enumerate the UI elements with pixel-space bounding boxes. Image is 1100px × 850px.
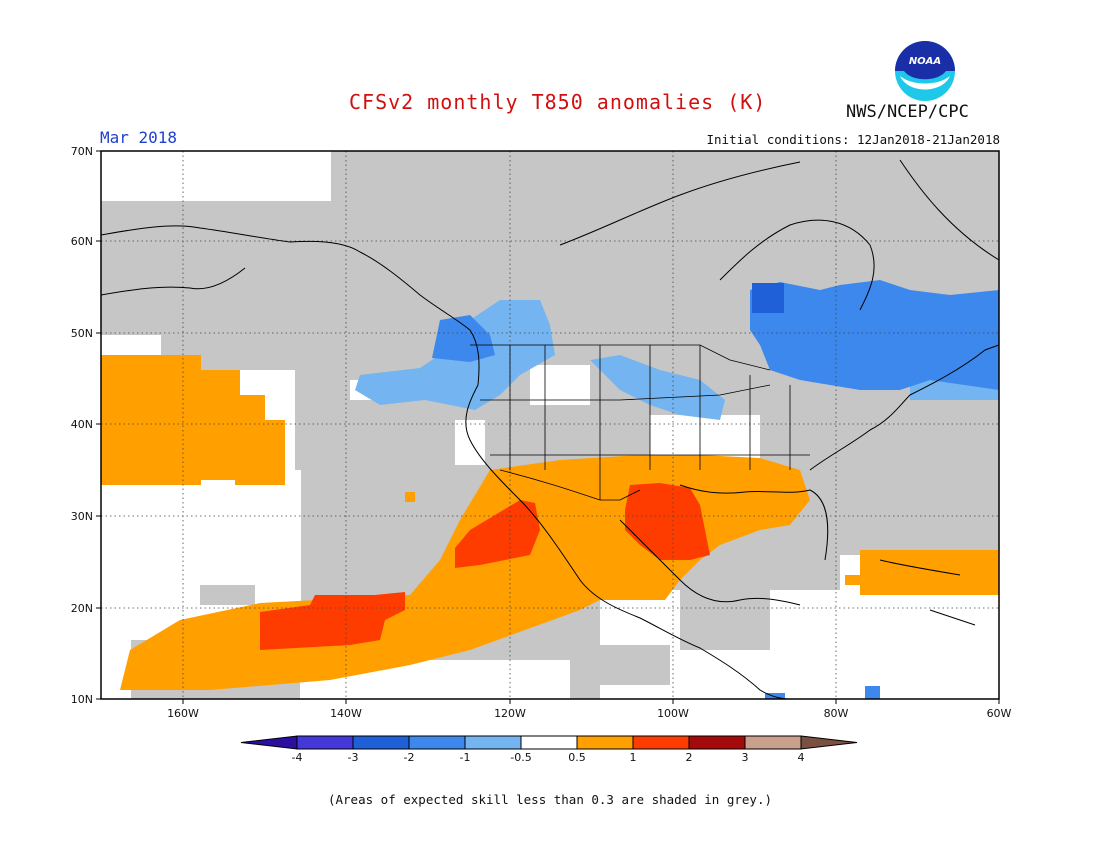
lat-label: 10N [71,693,93,706]
legend-swatch [688,735,746,750]
legend-tick-label: -3 [348,751,359,764]
latitude-labels: 10N 20N 30N 40N 50N 60N 70N [71,145,93,706]
anomaly-1-2 [260,483,710,650]
longitude-labels: 160W 140W 120W 100W 80W 60W [167,707,1011,720]
anomaly-neg2-neg3 [752,283,784,313]
lon-label: 160W [167,707,199,720]
lat-label: 70N [71,145,93,158]
lat-label: 30N [71,510,93,523]
legend-tick-label: 2 [686,751,693,764]
lon-label: 140W [330,707,362,720]
tick-marks [96,150,1000,704]
legend-tick-label: 1 [630,751,637,764]
legend-tick-label: 3 [742,751,749,764]
anomaly-neg1-neg2 [432,280,999,699]
map-frame [100,150,1000,700]
lon-label: 60W [987,707,1012,720]
legend-swatch [744,735,802,750]
lat-label: 40N [71,418,93,431]
lat-label: 60N [71,235,93,248]
legend-tick-label: 0.5 [568,751,586,764]
legend-tick-label: -1 [460,751,471,764]
legend-tick-label: 4 [798,751,805,764]
political-borders [470,344,810,501]
legend-swatch [408,735,466,750]
lat-label: 20N [71,602,93,615]
lat-label: 50N [71,327,93,340]
lon-label: 80W [824,707,849,720]
coastlines [101,159,999,699]
legend-swatch [520,735,578,750]
legend-swatch [464,735,522,750]
legend-arrow-high [800,735,858,750]
legend-swatch [576,735,634,750]
noaa-logo: NOAA [895,41,955,101]
legend-swatch [632,735,690,750]
legend-swatch [352,735,410,750]
graticule [101,151,999,699]
agency-label: NWS/NCEP/CPC [846,102,969,122]
map-field [101,151,999,699]
lon-label: 120W [494,707,526,720]
logo-text: NOAA [909,56,941,67]
skill-note: (Areas of expected skill less than 0.3 a… [327,792,772,807]
lon-label: 100W [657,707,689,720]
legend-tick-label: -2 [404,751,415,764]
chart-title: CFSv2 monthly T850 anomalies (K) [349,90,767,114]
legend-arrow-low [240,735,298,750]
legend-swatch [296,735,354,750]
color-legend: -4 -3 -2 -1 -0.5 0.5 1 2 3 4 [240,735,858,764]
legend-tick-label: -4 [292,751,303,764]
low-skill-patches [200,585,770,685]
legend-tick-label: -0.5 [510,751,531,764]
forecast-period: Mar 2018 [100,128,178,147]
initial-conditions: Initial conditions: 12Jan2018-21Jan2018 [706,132,1001,147]
